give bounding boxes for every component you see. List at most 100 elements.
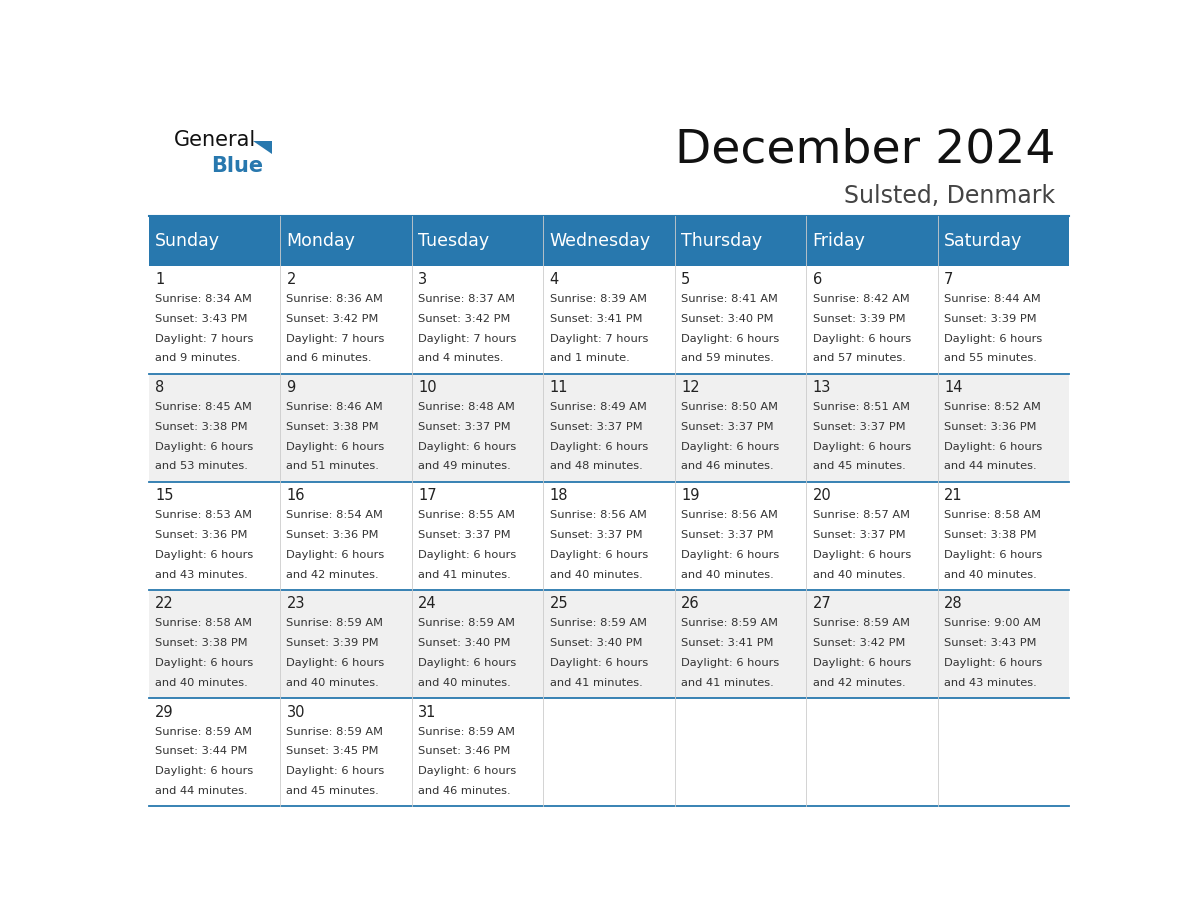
Text: Sunrise: 8:59 AM: Sunrise: 8:59 AM [813, 619, 910, 629]
Text: and 42 minutes.: and 42 minutes. [286, 569, 379, 579]
Text: Sunset: 3:40 PM: Sunset: 3:40 PM [550, 638, 642, 648]
Text: and 53 minutes.: and 53 minutes. [154, 462, 248, 472]
Bar [148, 699, 280, 806]
Text: Sunset: 3:41 PM: Sunset: 3:41 PM [550, 314, 642, 324]
Bar [280, 699, 411, 806]
Text: 22: 22 [154, 597, 173, 611]
Text: and 43 minutes.: and 43 minutes. [154, 569, 247, 579]
Text: 9: 9 [286, 380, 296, 395]
Text: 17: 17 [418, 488, 437, 503]
Text: Sunset: 3:44 PM: Sunset: 3:44 PM [154, 746, 247, 756]
Text: 15: 15 [154, 488, 173, 503]
Text: Daylight: 6 hours: Daylight: 6 hours [418, 550, 517, 560]
Bar [675, 374, 807, 482]
Bar [148, 265, 280, 374]
Bar [411, 265, 543, 374]
Text: Sunset: 3:40 PM: Sunset: 3:40 PM [418, 638, 511, 648]
Text: and 48 minutes.: and 48 minutes. [550, 462, 643, 472]
Bar [411, 590, 543, 699]
Bar [280, 265, 411, 374]
Text: Sunset: 3:37 PM: Sunset: 3:37 PM [681, 530, 773, 540]
Text: Daylight: 6 hours: Daylight: 6 hours [154, 550, 253, 560]
Text: Daylight: 6 hours: Daylight: 6 hours [944, 658, 1042, 668]
Text: Sunrise: 8:42 AM: Sunrise: 8:42 AM [813, 294, 909, 304]
Text: and 4 minutes.: and 4 minutes. [418, 353, 504, 364]
Text: Thursday: Thursday [681, 232, 763, 250]
Text: Sunrise: 8:52 AM: Sunrise: 8:52 AM [944, 402, 1041, 412]
Text: Sunset: 3:38 PM: Sunset: 3:38 PM [944, 530, 1037, 540]
Text: Sunrise: 8:56 AM: Sunrise: 8:56 AM [681, 510, 778, 521]
Text: 4: 4 [550, 272, 558, 287]
Text: Daylight: 6 hours: Daylight: 6 hours [813, 333, 911, 343]
Text: and 40 minutes.: and 40 minutes. [550, 569, 643, 579]
Bar [148, 482, 280, 590]
Text: and 44 minutes.: and 44 minutes. [944, 462, 1037, 472]
Bar [280, 216, 411, 265]
Text: 12: 12 [681, 380, 700, 395]
Bar [411, 374, 543, 482]
Bar [937, 699, 1069, 806]
Text: and 59 minutes.: and 59 minutes. [681, 353, 773, 364]
Text: Daylight: 6 hours: Daylight: 6 hours [681, 658, 779, 668]
Text: and 43 minutes.: and 43 minutes. [944, 677, 1037, 688]
Text: Sunrise: 8:41 AM: Sunrise: 8:41 AM [681, 294, 778, 304]
Bar [543, 590, 675, 699]
Bar [280, 374, 411, 482]
Bar [675, 265, 807, 374]
Text: Sunrise: 8:49 AM: Sunrise: 8:49 AM [550, 402, 646, 412]
Text: 31: 31 [418, 705, 436, 720]
Text: Wednesday: Wednesday [550, 232, 651, 250]
Text: 28: 28 [944, 597, 962, 611]
Text: Sunrise: 8:51 AM: Sunrise: 8:51 AM [813, 402, 910, 412]
Text: 18: 18 [550, 488, 568, 503]
Text: Sunset: 3:36 PM: Sunset: 3:36 PM [286, 530, 379, 540]
Bar [937, 590, 1069, 699]
Bar [807, 699, 937, 806]
Text: Daylight: 6 hours: Daylight: 6 hours [418, 658, 517, 668]
Text: and 49 minutes.: and 49 minutes. [418, 462, 511, 472]
Text: Daylight: 7 hours: Daylight: 7 hours [550, 333, 647, 343]
Text: 26: 26 [681, 597, 700, 611]
Text: 5: 5 [681, 272, 690, 287]
Text: Tuesday: Tuesday [418, 232, 489, 250]
Text: Daylight: 6 hours: Daylight: 6 hours [944, 333, 1042, 343]
Text: and 45 minutes.: and 45 minutes. [286, 786, 379, 796]
Bar [543, 374, 675, 482]
Text: and 46 minutes.: and 46 minutes. [418, 786, 511, 796]
Text: Sunrise: 8:59 AM: Sunrise: 8:59 AM [418, 726, 516, 736]
Bar [543, 699, 675, 806]
Text: Sunrise: 8:59 AM: Sunrise: 8:59 AM [154, 726, 252, 736]
Bar [937, 265, 1069, 374]
Text: December 2024: December 2024 [675, 128, 1055, 173]
Text: 11: 11 [550, 380, 568, 395]
Text: 14: 14 [944, 380, 962, 395]
Bar [937, 216, 1069, 265]
Text: Sunrise: 8:46 AM: Sunrise: 8:46 AM [286, 402, 384, 412]
Text: Sunset: 3:37 PM: Sunset: 3:37 PM [681, 422, 773, 431]
Text: Sunrise: 8:55 AM: Sunrise: 8:55 AM [418, 510, 516, 521]
Bar [148, 216, 280, 265]
Text: Sunrise: 8:59 AM: Sunrise: 8:59 AM [681, 619, 778, 629]
Text: Sunset: 3:45 PM: Sunset: 3:45 PM [286, 746, 379, 756]
Text: Sunrise: 8:48 AM: Sunrise: 8:48 AM [418, 402, 514, 412]
Bar [411, 699, 543, 806]
Text: Sunrise: 8:39 AM: Sunrise: 8:39 AM [550, 294, 646, 304]
Text: 27: 27 [813, 597, 832, 611]
Text: Sunrise: 8:59 AM: Sunrise: 8:59 AM [286, 619, 384, 629]
Text: and 41 minutes.: and 41 minutes. [418, 569, 511, 579]
Text: Daylight: 6 hours: Daylight: 6 hours [550, 658, 647, 668]
Text: Daylight: 6 hours: Daylight: 6 hours [418, 442, 517, 452]
Text: and 46 minutes.: and 46 minutes. [681, 462, 773, 472]
Text: Sunset: 3:38 PM: Sunset: 3:38 PM [154, 638, 247, 648]
Text: Daylight: 6 hours: Daylight: 6 hours [681, 333, 779, 343]
Bar [280, 590, 411, 699]
Bar [807, 216, 937, 265]
Text: Monday: Monday [286, 232, 355, 250]
Text: Sunrise: 8:59 AM: Sunrise: 8:59 AM [418, 619, 516, 629]
Bar [411, 482, 543, 590]
Text: and 40 minutes.: and 40 minutes. [813, 569, 905, 579]
Text: 2: 2 [286, 272, 296, 287]
Text: Sunset: 3:46 PM: Sunset: 3:46 PM [418, 746, 511, 756]
Text: Daylight: 6 hours: Daylight: 6 hours [944, 550, 1042, 560]
Text: Sunset: 3:36 PM: Sunset: 3:36 PM [154, 530, 247, 540]
